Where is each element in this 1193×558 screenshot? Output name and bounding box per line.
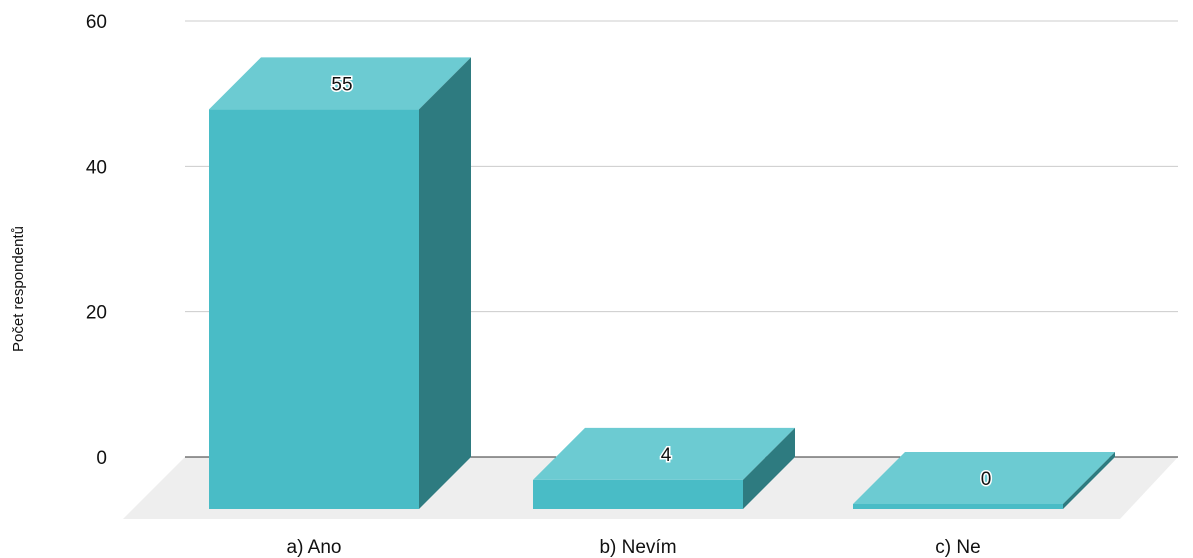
x-category-label: b) Nevím [599, 537, 676, 558]
bar-top-face [209, 57, 471, 110]
x-axis-categories: a) Ano b) Nevím c) Ne [287, 537, 981, 558]
bar-side-face [743, 427, 795, 509]
bar-front-face [533, 479, 743, 509]
bar [853, 452, 1115, 509]
bar [209, 57, 471, 509]
data-label: 55 [331, 74, 352, 95]
bar-top-face [533, 427, 795, 480]
bar-side-face [1063, 452, 1115, 509]
data-labels: 55 4 0 [330, 73, 993, 492]
y-axis-ticks: 0 20 40 60 [86, 12, 107, 469]
bar-top-face [853, 452, 1115, 504]
bar-side-face [419, 57, 471, 509]
y-tick-label: 40 [86, 157, 107, 178]
x-category-label: a) Ano [287, 537, 342, 558]
y-tick-label: 0 [96, 448, 107, 469]
bar-front-face [209, 109, 419, 509]
y-tick-label: 60 [86, 12, 107, 33]
y-tick-label: 20 [86, 303, 107, 324]
x-category-label: c) Ne [935, 537, 980, 558]
data-label: 0 [981, 469, 992, 490]
bars [209, 57, 1115, 509]
data-label: 4 [661, 445, 672, 466]
bar-front-face [853, 504, 1063, 509]
bar [533, 427, 795, 509]
y-axis-title: Počet respondentů [10, 226, 27, 352]
